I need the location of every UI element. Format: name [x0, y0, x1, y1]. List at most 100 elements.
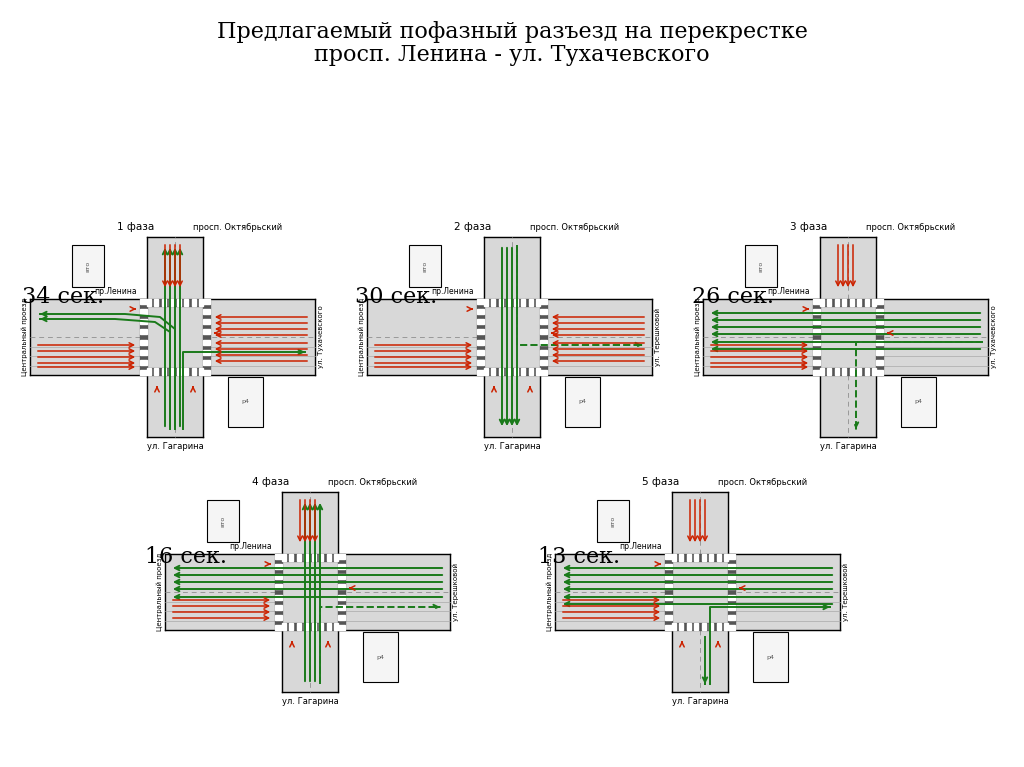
Bar [813, 299, 820, 375]
Bar [694, 554, 698, 561]
Bar [338, 554, 345, 559]
Bar [147, 368, 203, 375]
Bar [876, 299, 883, 375]
Bar [835, 299, 839, 306]
Text: 3 фаза: 3 фаза [790, 222, 827, 232]
Bar [540, 319, 547, 324]
Bar [484, 237, 540, 437]
Bar [540, 299, 547, 304]
Bar [334, 623, 338, 630]
Bar [477, 299, 484, 304]
Text: пр.Ленина: пр.Ленина [94, 287, 137, 296]
Bar [724, 623, 728, 630]
Bar [672, 554, 676, 561]
Bar [484, 368, 540, 375]
Bar [717, 554, 721, 561]
Bar [813, 360, 820, 365]
Bar [701, 623, 706, 630]
Bar [203, 350, 210, 354]
Bar [282, 623, 338, 630]
Bar [728, 594, 735, 600]
Bar [275, 554, 282, 630]
Bar [540, 370, 547, 375]
Text: 26 сек.: 26 сек. [692, 286, 774, 308]
Bar [680, 554, 683, 561]
Bar [728, 604, 735, 610]
Text: пр.Ленина: пр.Ленина [229, 542, 272, 551]
Bar [338, 625, 345, 630]
Bar [338, 574, 345, 579]
Bar [312, 623, 315, 630]
Bar [820, 368, 823, 375]
Bar [367, 299, 652, 375]
Bar [876, 299, 883, 304]
Bar [665, 565, 672, 569]
Bar [282, 554, 286, 561]
Bar [827, 368, 831, 375]
Text: Центральный проезд: Центральный проезд [358, 298, 366, 376]
Bar [477, 299, 484, 375]
Bar [147, 299, 203, 306]
Bar [484, 368, 487, 375]
Bar [140, 340, 147, 344]
Bar [857, 368, 861, 375]
Bar [203, 299, 210, 375]
Text: Центральный проезд: Центральный проезд [547, 553, 553, 631]
Bar [499, 368, 503, 375]
Text: 1 фаза: 1 фаза [117, 222, 155, 232]
Bar [147, 237, 203, 437]
Bar [492, 299, 496, 306]
Bar [680, 623, 683, 630]
Bar [687, 554, 690, 561]
Bar [275, 625, 282, 630]
Text: Центральный проезд: Центральный проезд [694, 298, 701, 376]
Bar [728, 565, 735, 569]
Bar [820, 368, 876, 375]
Bar [850, 368, 854, 375]
Text: Предлагаемый пофазный разъезд на перекрестке: Предлагаемый пофазный разъезд на перекре… [216, 21, 808, 43]
Bar [140, 350, 147, 354]
Text: ул. Тухачевского: ул. Тухачевского [318, 305, 324, 368]
Bar [665, 554, 672, 630]
Bar [191, 368, 196, 375]
Text: пр.Ленина: пр.Ленина [431, 287, 474, 296]
Bar [728, 625, 735, 630]
Bar [203, 309, 210, 314]
Text: Центральный проезд: Центральный проезд [157, 553, 163, 631]
Bar [477, 309, 484, 314]
Bar [710, 554, 713, 561]
Bar [521, 299, 525, 306]
Bar [477, 329, 484, 334]
Bar [275, 554, 282, 559]
Bar [327, 623, 331, 630]
Text: вто: вто [85, 260, 90, 272]
Text: р4: р4 [767, 654, 774, 660]
Bar [338, 604, 345, 610]
Text: пр.Ленина: пр.Ленина [620, 542, 662, 551]
Bar [203, 340, 210, 344]
Bar [672, 623, 676, 630]
Bar [275, 565, 282, 569]
Bar [876, 319, 883, 324]
Bar [555, 554, 840, 630]
Bar [319, 623, 323, 630]
Bar [304, 554, 308, 561]
Bar [813, 319, 820, 324]
Bar [312, 554, 315, 561]
Bar [484, 299, 540, 306]
Bar [275, 604, 282, 610]
Bar [275, 594, 282, 600]
Bar [872, 299, 876, 306]
Bar [72, 245, 104, 287]
Bar [537, 368, 540, 375]
Bar [162, 299, 166, 306]
Text: ул. Тухачевского: ул. Тухачевского [991, 305, 997, 368]
Bar [200, 368, 203, 375]
Bar [687, 623, 690, 630]
Bar [140, 299, 147, 375]
Bar [820, 299, 876, 306]
Bar [169, 299, 173, 306]
Bar [140, 309, 147, 314]
Text: Центральный проезд: Центральный проезд [22, 298, 29, 376]
Bar [565, 377, 600, 427]
